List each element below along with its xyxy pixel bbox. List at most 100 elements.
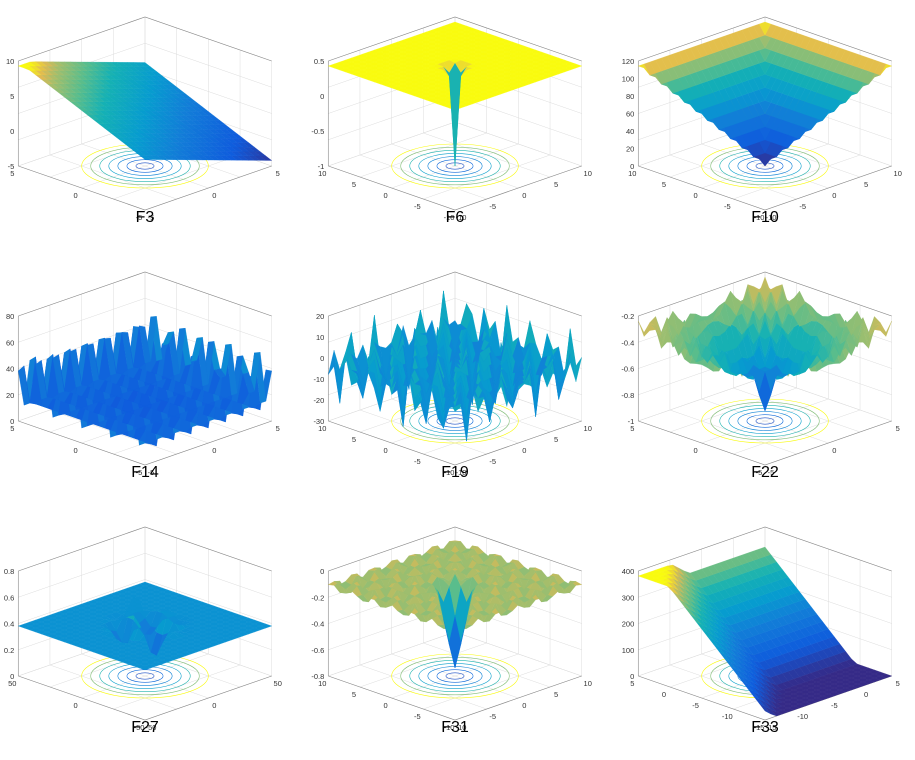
y-tick-label: -10 <box>456 213 467 222</box>
surface-facet <box>138 581 152 587</box>
y-tick-label: -5 <box>148 213 155 222</box>
y-tick-label: -15 <box>766 723 777 732</box>
x-tick-label: 10 <box>318 169 326 178</box>
x-tick-label: 5 <box>630 679 634 688</box>
z-tick-label: 0.6 <box>4 593 14 602</box>
y-tick-label: 10 <box>894 169 902 178</box>
surface <box>637 21 893 167</box>
y-tick-label: -5 <box>768 468 775 477</box>
z-tick-label: 20 <box>316 312 324 321</box>
axis-edge <box>328 16 582 62</box>
x-tick-label: -10 <box>722 712 733 721</box>
plot-panel-f6: 0.5 0 -0.5 -1 10 5 0 -5 -10 -10 -5 0 5 10 F6 <box>311 10 592 226</box>
plot-panel-f22: -0.2 -0.4 -0.6 -0.8 -1 5 0 -5 -5 0 5 F22 <box>621 265 900 481</box>
axis-edge <box>328 420 582 466</box>
y-tick-label: 0 <box>522 191 526 200</box>
gridline <box>391 653 519 699</box>
x-tick-label: 0 <box>662 690 666 699</box>
z-tick-label: -0.4 <box>621 338 634 347</box>
z-tick-label: 0 <box>320 354 324 363</box>
surface-plot-f22: -0.2-0.4-0.6-0.8-150-5 -505 <box>621 271 900 477</box>
z-tick-label: 0.2 <box>4 646 14 655</box>
contour-line <box>755 417 775 425</box>
x-tick-label: 50 <box>8 679 16 688</box>
x-tick-label: 5 <box>352 435 356 444</box>
z-tick-label: -0.2 <box>621 312 634 321</box>
surface-facet <box>759 276 771 293</box>
x-tick-label: 0 <box>74 446 78 455</box>
x-tick-label: 10 <box>318 424 326 433</box>
z-tick-label: -0.8 <box>311 672 324 681</box>
x-tick-label: 0 <box>694 446 698 455</box>
y-tick-label: 5 <box>554 690 558 699</box>
y-tick-label: -5 <box>489 712 496 721</box>
y-tick-label: 0 <box>212 191 216 200</box>
x-tick-label: 5 <box>352 180 356 189</box>
y-tick-label: 0 <box>522 446 526 455</box>
y-tick-label: 0 <box>212 446 216 455</box>
surface-facet <box>758 546 772 557</box>
y-tick-label: 5 <box>276 169 280 178</box>
y-tick-label: 0 <box>522 701 526 710</box>
z-tick-label: 60 <box>6 338 14 347</box>
z-tick-label: -10 <box>313 375 324 384</box>
axis-edge <box>638 16 892 62</box>
z-tick-label: 400 <box>622 567 635 576</box>
y-tick-label: -5 <box>831 701 838 710</box>
plot-panel-f3: 10 5 0 -5 5 0 -5 -5 0 5 F3 <box>6 10 280 226</box>
surface <box>328 290 582 442</box>
contour-line <box>135 162 155 170</box>
z-tick-label: 0 <box>10 127 14 136</box>
x-tick-label: 0 <box>74 191 78 200</box>
y-tick-label: 5 <box>864 180 868 189</box>
contour-line <box>436 414 474 428</box>
z-tick-label: -0.8 <box>621 391 634 400</box>
plot-caption: F6 <box>445 209 465 226</box>
axis-edge <box>328 526 582 572</box>
surface <box>327 540 583 669</box>
contour-line <box>445 672 465 680</box>
axis-edge <box>18 420 272 466</box>
y-tick-label: 0 <box>832 191 836 200</box>
y-tick-label: -10 <box>456 723 467 732</box>
surface-facet <box>414 310 427 337</box>
x-tick-label: -5 <box>136 468 143 477</box>
surface-facet <box>139 325 151 364</box>
axis-edge <box>18 16 272 62</box>
axis-edge <box>638 271 892 317</box>
x-tick-label: -10 <box>444 723 455 732</box>
plot-panel-f14: 80 60 40 20 0 5 0 -5 -5 0 5 F14 <box>6 265 280 481</box>
y-tick-label: -10 <box>456 468 467 477</box>
contour-line <box>126 159 164 173</box>
axis-edge <box>328 271 582 317</box>
surface <box>17 581 273 671</box>
z-tick-label: 300 <box>622 593 635 602</box>
z-tick-label: -0.6 <box>621 365 634 374</box>
z-tick-label: 10 <box>316 333 324 342</box>
tick-labels: -0.2-0.4-0.6-0.8-150-5 -505 <box>621 312 899 477</box>
plot-panel-f33: 400 300 200 100 0 5 0 -5 -10 -15 -15 -10 -5 0 5 F33 <box>622 520 900 736</box>
axis-edge <box>638 526 892 572</box>
contour-line <box>746 414 784 428</box>
plot-caption: F14 <box>131 464 159 481</box>
z-tick-label: -5 <box>8 162 15 171</box>
z-tick-label: 200 <box>622 620 635 629</box>
z-tick-label: 0.5 <box>314 57 324 66</box>
y-tick-label: 0 <box>832 446 836 455</box>
surface-facet <box>759 21 771 36</box>
z-tick-label: 100 <box>622 75 635 84</box>
x-tick-label: 10 <box>628 169 636 178</box>
x-tick-label: 5 <box>10 424 14 433</box>
x-tick-label: -5 <box>414 457 421 466</box>
contour-line <box>737 411 793 431</box>
plot-caption: F22 <box>751 464 779 481</box>
